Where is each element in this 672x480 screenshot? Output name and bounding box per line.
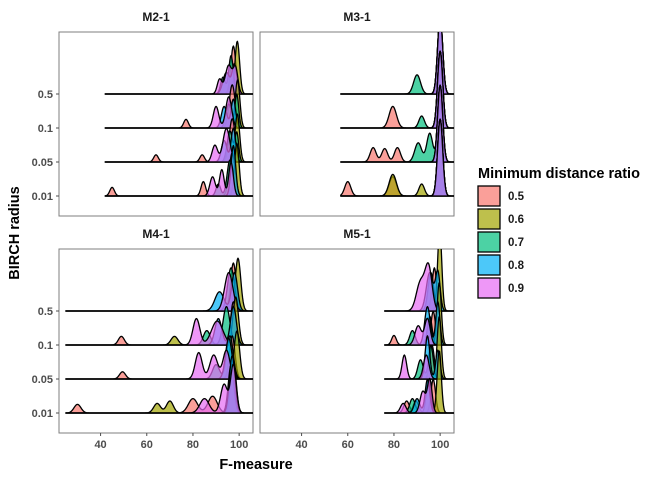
x-tick-label: 80	[388, 439, 400, 451]
x-tick-label: 100	[230, 439, 248, 451]
ridge-row-0.01	[384, 350, 454, 414]
ridge-area	[340, 32, 454, 197]
density-0.9	[384, 317, 454, 346]
y-tick-label: 0.01	[32, 191, 53, 203]
x-tick-label: 80	[187, 439, 199, 451]
y-tick-label: 0.01	[32, 408, 53, 420]
legend-key-0.9	[477, 277, 501, 299]
x-axis-title: F-measure	[219, 457, 292, 473]
y-tick-label: 0.1	[38, 123, 53, 135]
y-tick-label: 0.1	[38, 340, 53, 352]
ridge-row-0.05	[384, 316, 454, 380]
ridge-row-0.01	[104, 142, 253, 197]
panel-title: M4-1	[142, 227, 170, 241]
y-tick-label: 0.5	[38, 89, 53, 101]
legend-title: Minimum distance ratio	[478, 166, 640, 182]
density-0.9	[65, 349, 253, 380]
ridge-row-0.1	[384, 282, 454, 346]
ridge-area	[65, 257, 253, 414]
panel-title: M5-1	[343, 227, 371, 241]
y-tick-label: 0.05	[32, 374, 53, 386]
density-0.9	[104, 161, 253, 197]
legend-label: 0.6	[508, 214, 524, 226]
panel-m3-1: M3-1	[259, 10, 455, 217]
legend: Minimum distance ratio 0.5 0.6 0.7 0.8 0.9	[477, 166, 640, 299]
legend-label: 0.8	[508, 260, 525, 272]
y-tick-label: 0.05	[32, 157, 53, 169]
ridge-row-0.01	[65, 354, 253, 414]
ridge-row-0.5	[384, 249, 454, 312]
density-0.9	[65, 317, 253, 346]
legend-key-0.8	[477, 254, 501, 276]
y-tick-label: 0.5	[38, 306, 53, 318]
density-0.9	[384, 354, 454, 380]
ridge-row-0.01	[340, 118, 454, 197]
legend-label: 0.9	[508, 283, 524, 295]
density-0.9	[104, 96, 253, 129]
panel-m5-1: M5-1 40 60 80 100	[259, 227, 455, 451]
ridge-area	[104, 40, 253, 197]
density-0.9	[65, 363, 253, 414]
legend-label: 0.7	[508, 237, 524, 249]
ridge-area	[384, 249, 454, 414]
legend-key-0.6	[477, 208, 501, 230]
density-0.9	[384, 262, 454, 312]
density-0.9	[340, 118, 454, 197]
density-0.9	[104, 127, 253, 163]
x-tick-label: 100	[431, 439, 449, 451]
panel-title: M3-1	[343, 10, 371, 24]
x-tick-label: 60	[141, 439, 153, 451]
x-tick-label: 40	[94, 439, 106, 451]
panel-m4-1: M4-1 0.5 0.1 0.05 0.01 40 60 80 100	[32, 227, 254, 451]
panel-m2-1: M2-1 0.5 0.1 0.05 0.01	[32, 10, 254, 217]
density-0.9	[384, 377, 454, 414]
facet-panels: M2-1 0.5 0.1 0.05 0.01 M3-1 M4-1 0.5 0.1 0.05 0.01…	[32, 10, 455, 451]
legend-key-0.5	[477, 185, 501, 207]
x-tick-label: 60	[342, 439, 354, 451]
panel-title: M2-1	[142, 10, 170, 24]
legend-label: 0.5	[508, 191, 525, 203]
legend-key-0.7	[477, 231, 501, 253]
y-axis-title: BIRCH radius	[7, 186, 23, 279]
x-tick-label: 40	[295, 439, 307, 451]
